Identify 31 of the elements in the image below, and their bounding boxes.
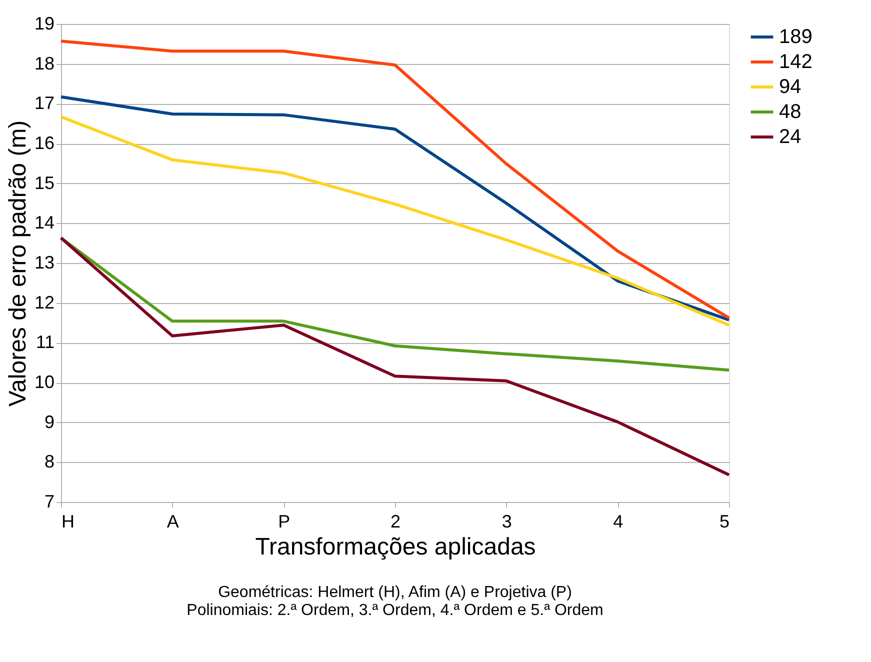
y-axis-title: Valores de erro padrão (m) (4, 120, 32, 407)
legend-label: 24 (779, 126, 802, 148)
x-tick-label: 5 (719, 512, 730, 532)
line-series (60, 236, 730, 476)
y-tick-label: 11 (36, 332, 54, 352)
y-tick-label: 10 (34, 372, 54, 392)
x-tick-label: 3 (502, 512, 512, 532)
y-tick-label: 15 (34, 172, 54, 193)
legend-label: 142 (779, 51, 812, 73)
text: Geométricas: Helmert (H), Afim (A) e Projetiva (P) (218, 584, 572, 601)
y-tick-label: 9 (44, 412, 54, 432)
x-tick-label: 4 (613, 512, 624, 532)
y-tick-label: 8 (44, 452, 54, 472)
line-series (60, 40, 730, 320)
x-tick-label: 2 (390, 512, 401, 532)
x-axis-title: Transformações aplicadas (255, 534, 536, 560)
y-tick-label: 18 (34, 53, 54, 74)
text: Polinomiais: 2.ª Ordem, 3.ª Ordem, 4.ª Ordem e 5.ª Ordem (186, 602, 604, 619)
legend-label: 189 (779, 26, 812, 48)
y-tick-label: 16 (34, 133, 54, 153)
x-tick-label: A (166, 512, 179, 532)
y-tick-label: 13 (34, 252, 54, 272)
x-tick-label: P (278, 512, 290, 532)
y-tick-label: 12 (34, 292, 54, 312)
y-tick-label: 19 (34, 14, 54, 34)
y-tick-label: 14 (34, 212, 54, 233)
y-tick-label: 17 (34, 93, 54, 114)
legend-label: 48 (779, 101, 802, 123)
legend-label: 94 (779, 76, 802, 98)
x-tick-label: H (62, 512, 74, 532)
y-tick-label: 7 (44, 492, 54, 512)
